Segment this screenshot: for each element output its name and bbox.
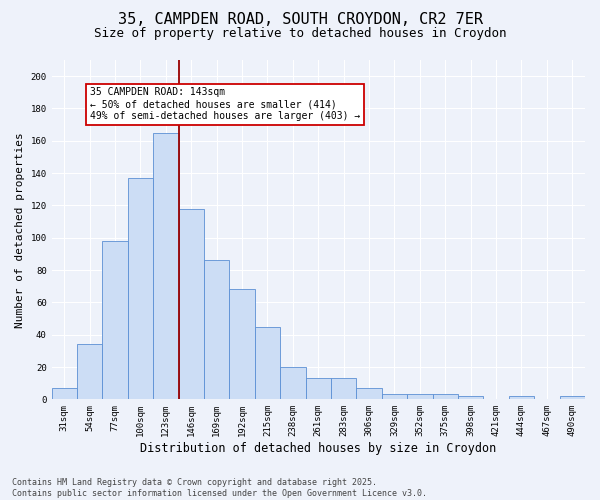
Bar xyxy=(77,344,103,400)
Text: Size of property relative to detached houses in Croydon: Size of property relative to detached ho… xyxy=(94,28,506,40)
Bar xyxy=(458,396,484,400)
Bar xyxy=(204,260,229,400)
Bar xyxy=(382,394,407,400)
Bar xyxy=(509,396,534,400)
Bar xyxy=(407,394,433,400)
Bar xyxy=(229,290,255,400)
Y-axis label: Number of detached properties: Number of detached properties xyxy=(15,132,25,328)
Bar xyxy=(560,396,585,400)
Bar xyxy=(356,388,382,400)
Bar xyxy=(103,241,128,400)
Bar xyxy=(128,178,153,400)
Text: 35 CAMPDEN ROAD: 143sqm
← 50% of detached houses are smaller (414)
49% of semi-d: 35 CAMPDEN ROAD: 143sqm ← 50% of detache… xyxy=(89,88,360,120)
Bar xyxy=(255,326,280,400)
Bar xyxy=(331,378,356,400)
X-axis label: Distribution of detached houses by size in Croydon: Distribution of detached houses by size … xyxy=(140,442,496,455)
Bar xyxy=(179,208,204,400)
Bar xyxy=(280,367,305,400)
Bar xyxy=(305,378,331,400)
Text: 35, CAMPDEN ROAD, SOUTH CROYDON, CR2 7ER: 35, CAMPDEN ROAD, SOUTH CROYDON, CR2 7ER xyxy=(118,12,482,28)
Bar xyxy=(153,132,179,400)
Bar xyxy=(52,388,77,400)
Bar xyxy=(433,394,458,400)
Text: Contains HM Land Registry data © Crown copyright and database right 2025.
Contai: Contains HM Land Registry data © Crown c… xyxy=(12,478,427,498)
